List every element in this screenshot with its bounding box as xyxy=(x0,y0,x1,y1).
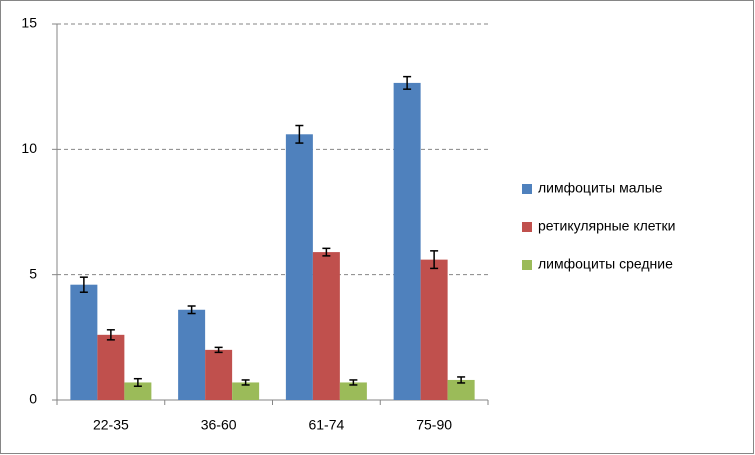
error-bar xyxy=(322,247,331,257)
error-bar xyxy=(133,377,142,387)
y-tick-label: 0 xyxy=(29,391,37,407)
error-bar xyxy=(430,250,439,270)
bar xyxy=(285,134,313,400)
bar xyxy=(312,252,340,400)
error-bar xyxy=(187,305,196,315)
bar xyxy=(205,349,233,400)
x-tick-label: 61-74 xyxy=(308,417,344,433)
error-bar xyxy=(403,75,412,90)
y-tick-label: 5 xyxy=(29,265,37,281)
bar xyxy=(97,334,125,400)
bar xyxy=(393,82,421,400)
legend-swatch xyxy=(522,184,532,194)
bar xyxy=(420,259,448,400)
bar xyxy=(178,309,206,400)
error-bar xyxy=(349,379,358,386)
error-bar xyxy=(295,124,304,144)
legend-swatch xyxy=(522,222,532,232)
y-tick-label: 15 xyxy=(21,15,37,31)
legend-swatch xyxy=(522,260,532,270)
error-bar xyxy=(79,276,88,293)
error-bar xyxy=(457,376,466,384)
x-tick-label: 36-60 xyxy=(201,417,237,433)
x-tick-label: 75-90 xyxy=(416,417,452,433)
bar xyxy=(339,382,367,400)
bar xyxy=(232,382,260,400)
y-tick-label: 10 xyxy=(21,140,37,156)
x-tick-label: 22-35 xyxy=(93,417,129,433)
bar xyxy=(124,382,152,400)
error-bar xyxy=(106,329,115,341)
legend-label: лимфоциты малые xyxy=(538,180,663,196)
legend-label: лимфоциты средние xyxy=(538,256,673,272)
legend-label: ретикулярные клетки xyxy=(538,218,675,234)
bar xyxy=(70,284,98,400)
error-bar xyxy=(214,346,223,354)
bar xyxy=(447,379,475,400)
error-bar xyxy=(241,379,250,386)
